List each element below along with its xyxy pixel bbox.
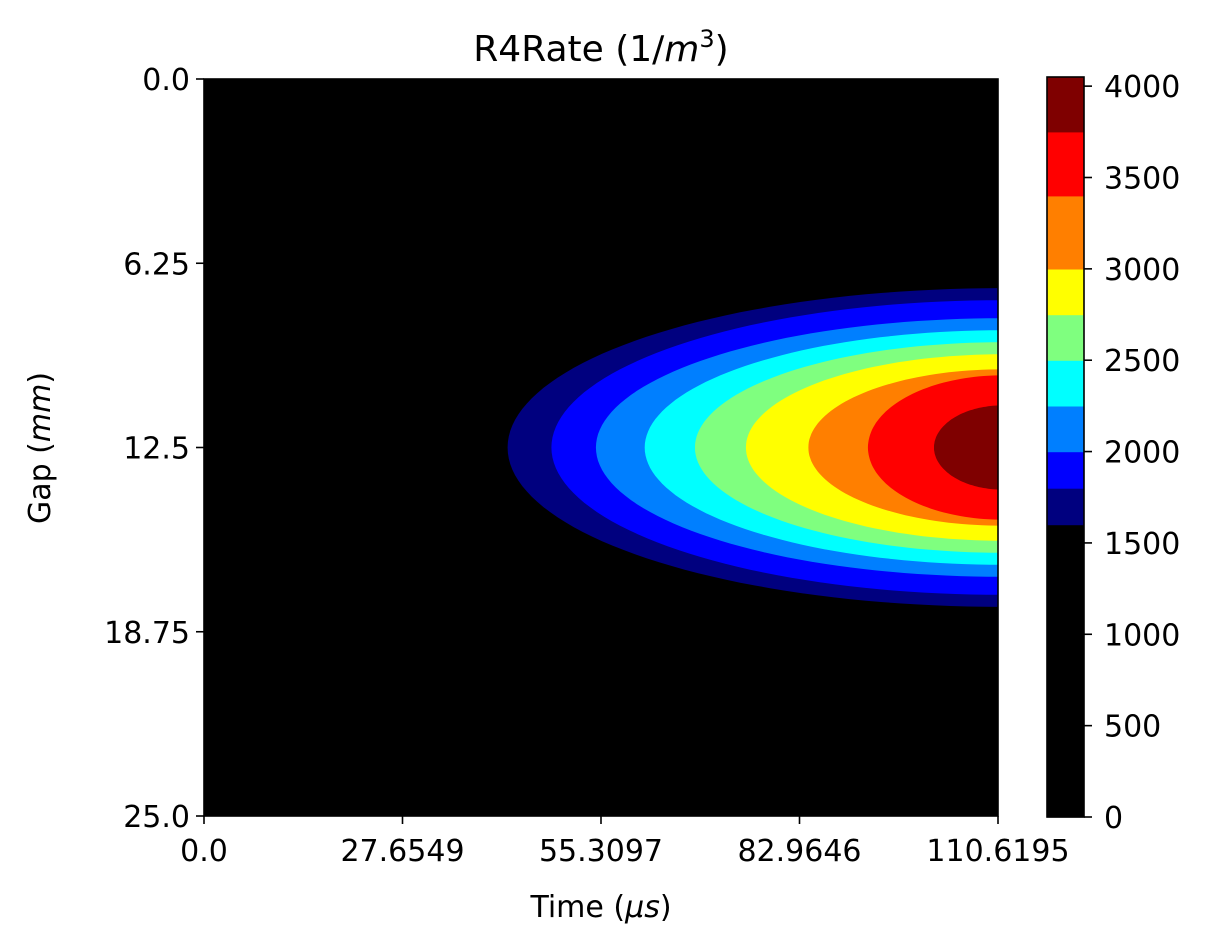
colorbar-frame: [1046, 76, 1085, 818]
colorbar-tick-label: 3000: [1104, 253, 1180, 288]
x-tick-label: 0.0: [180, 834, 228, 869]
y-axis-label: Gap (mm): [23, 372, 58, 524]
y-axis-label-var: mm: [23, 384, 58, 442]
contour-bands: [507, 288, 998, 607]
colorbar-band-7: [1047, 268, 1084, 316]
x-axis-ticks: 0.0 27.6549 55.3097 82.9646 110.6195: [180, 816, 1070, 869]
x-axis-label-var: μs: [624, 890, 660, 925]
y-tick-label: 18.75: [104, 616, 190, 651]
x-tick-label: 82.9646: [737, 834, 861, 869]
colorbar-ticks: 0 500 1000 1500 2000 2500 3000 3500 4000: [1084, 70, 1180, 836]
x-tick-label: 27.6549: [340, 834, 464, 869]
colorbar-tick-label: 0: [1104, 801, 1123, 836]
colorbar: 0 500 1000 1500 2000 2500 3000 3500 4000: [1046, 70, 1180, 836]
colorbar-band-5: [1047, 360, 1084, 407]
contour-band-9: [934, 405, 998, 490]
colorbar-tick-label: 2500: [1104, 344, 1180, 379]
colorbar-tick-label: 3500: [1104, 161, 1180, 196]
colorbar-tick-label: 500: [1104, 710, 1161, 745]
chart-title-main: R4Rate (1/: [473, 29, 665, 70]
colorbar-band-6: [1047, 314, 1084, 361]
y-tick-label: 6.25: [123, 247, 190, 282]
chart-title: R4Rate (1/m3): [473, 25, 728, 70]
x-tick-label: 110.6195: [926, 834, 1069, 869]
chart-title-var: m: [664, 29, 699, 70]
colorbar-bands: [1047, 77, 1084, 818]
colorbar-tick-label: 4000: [1104, 70, 1180, 105]
x-axis-label: Time (μs): [529, 890, 671, 925]
colorbar-tick-label: 2000: [1104, 436, 1180, 471]
plot-area: [203, 78, 999, 817]
colorbar-band-1: [1047, 524, 1084, 818]
chart-title-sup: 3: [699, 25, 714, 53]
chart-title-end: ): [715, 29, 729, 70]
x-axis-label-end: ): [660, 890, 672, 925]
x-tick-label: 55.3097: [539, 834, 663, 869]
y-axis-label-main: Gap (: [23, 442, 58, 524]
y-tick-label: 12.5: [123, 432, 190, 467]
y-axis-label-end: ): [23, 372, 58, 384]
colorbar-band-4: [1047, 405, 1084, 453]
y-tick-label: 25.0: [123, 800, 190, 835]
colorbar-band-9: [1047, 131, 1084, 197]
y-tick-label: 0.0: [142, 63, 190, 98]
colorbar-band-3: [1047, 451, 1084, 489]
colorbar-band-8: [1047, 195, 1084, 270]
x-axis-label-main: Time (: [529, 890, 625, 925]
colorbar-band-2: [1047, 488, 1084, 526]
colorbar-tick-label: 1000: [1104, 618, 1180, 653]
colorbar-tick-label: 1500: [1104, 527, 1180, 562]
contour-band-8: [867, 375, 998, 520]
colorbar-band-10: [1047, 77, 1084, 133]
y-axis-ticks: 0.0 6.25 12.5 18.75 25.0: [104, 63, 204, 835]
